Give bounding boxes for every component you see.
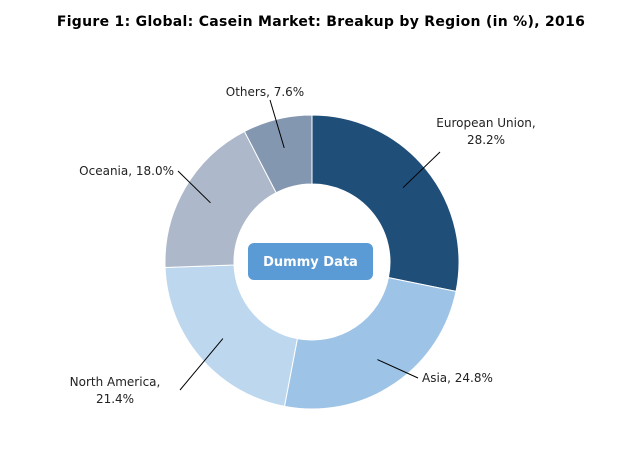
leader-line [402, 151, 441, 189]
chart-title: Figure 1: Global: Casein Market: Breakup… [56, 14, 586, 30]
data-label-line: 21.4% [96, 392, 134, 406]
data-label-line: North America, [70, 375, 161, 389]
donut-slice [311, 114, 460, 292]
leader-line [269, 99, 285, 148]
data-label-line: Others, 7.6% [226, 85, 304, 99]
data-label-line: European Union, [436, 116, 535, 130]
data-label-line: Oceania, 18.0% [79, 164, 174, 178]
data-label: Oceania, 18.0% [79, 164, 174, 178]
data-label: Others, 7.6% [226, 85, 304, 99]
data-label-line: Asia, 24.8% [422, 371, 493, 385]
donut-slice [164, 264, 298, 407]
watermark-box [248, 243, 373, 280]
data-label: European Union, 28.2% [436, 116, 535, 147]
leader-line [377, 359, 419, 379]
watermark: Dummy Data [263, 255, 358, 270]
data-label: North America, 21.4% [70, 375, 161, 406]
donut-slice [243, 114, 313, 194]
data-label: Asia, 24.8% [422, 371, 493, 385]
donut-slice [283, 276, 457, 410]
leader-line [179, 338, 224, 391]
leader-line [177, 170, 211, 204]
data-label-line: 28.2% [467, 133, 505, 147]
donut-slice [164, 130, 277, 269]
